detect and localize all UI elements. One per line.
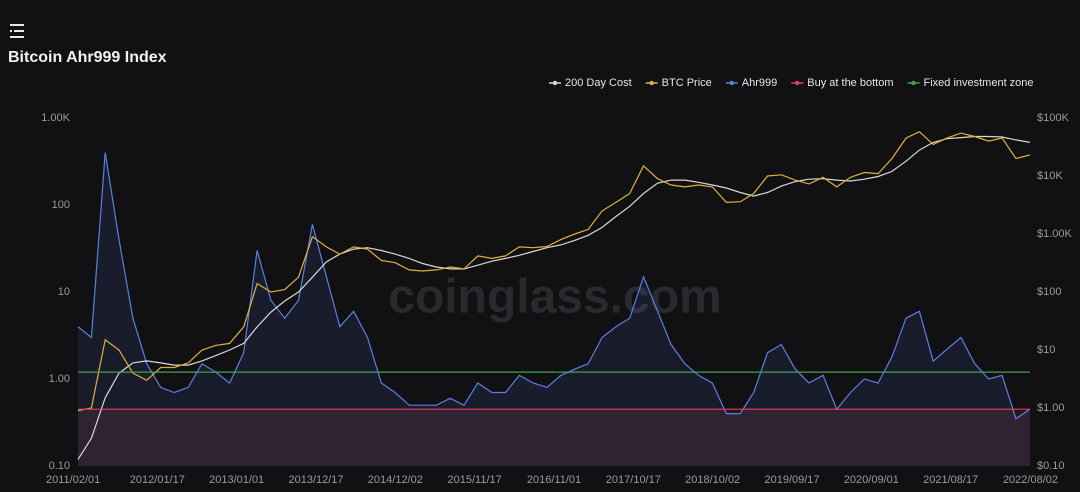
legend-marker xyxy=(911,80,916,86)
y2-tick-label: $1.00 xyxy=(1037,402,1065,414)
area xyxy=(78,152,1030,466)
legend-marker xyxy=(649,80,654,86)
x-tick-label: 2013/01/01 xyxy=(209,474,264,486)
y2-tick-label: $10K xyxy=(1037,170,1063,182)
y2-tick-label: $100 xyxy=(1037,286,1061,298)
legend-label: BTC Price xyxy=(662,77,712,89)
x-tick-label: 2012/01/17 xyxy=(130,474,185,486)
legend-label: Fixed investment zone xyxy=(923,77,1033,89)
x-tick-label: 2022/08/02 xyxy=(1003,474,1058,486)
x-tick-label: 2016/11/01 xyxy=(527,474,581,486)
y2-tick-label: $10 xyxy=(1037,344,1055,356)
x-tick-label: 2021/08/17 xyxy=(923,474,978,486)
legend-marker xyxy=(552,80,558,86)
line xyxy=(77,130,1030,412)
buy-zone xyxy=(78,409,1030,466)
y2-tick-label: $0.10 xyxy=(1037,460,1065,472)
x-tick-label: 2018/10/02 xyxy=(685,474,740,486)
x-tick-label: 2011/02/01 xyxy=(46,474,100,486)
y-tick-label: 0.10 xyxy=(49,460,70,472)
x-tick-label: 2013/12/17 xyxy=(288,474,343,486)
legend-marker xyxy=(795,80,800,86)
x-tick-label: 2017/10/17 xyxy=(606,474,661,486)
y2-tick-label: $1.00K xyxy=(1037,228,1073,240)
watermark: coinglass.com xyxy=(388,271,721,324)
menu-icon[interactable] xyxy=(10,24,24,38)
x-tick-label: 2019/09/17 xyxy=(764,474,819,486)
y2-tick-label: $100K xyxy=(1037,112,1069,124)
x-tick-label: 2015/11/17 xyxy=(448,474,502,486)
x-tick-label: 2014/12/02 xyxy=(368,474,423,486)
y-tick-label: 100 xyxy=(52,199,70,211)
y-tick-label: 1.00 xyxy=(49,373,70,385)
legend-marker xyxy=(729,80,734,86)
y-tick-label: 1.00K xyxy=(41,112,70,124)
line xyxy=(77,135,1030,460)
x-tick-label: 2020/09/01 xyxy=(844,474,899,486)
line xyxy=(77,152,1031,420)
y-tick-label: 10 xyxy=(58,286,70,298)
legend-label: Ahr999 xyxy=(742,77,777,89)
chart-title: Bitcoin Ahr999 Index xyxy=(8,49,167,66)
legend-label: Buy at the bottom xyxy=(807,77,893,89)
legend-label: 200 Day Cost xyxy=(565,77,632,89)
